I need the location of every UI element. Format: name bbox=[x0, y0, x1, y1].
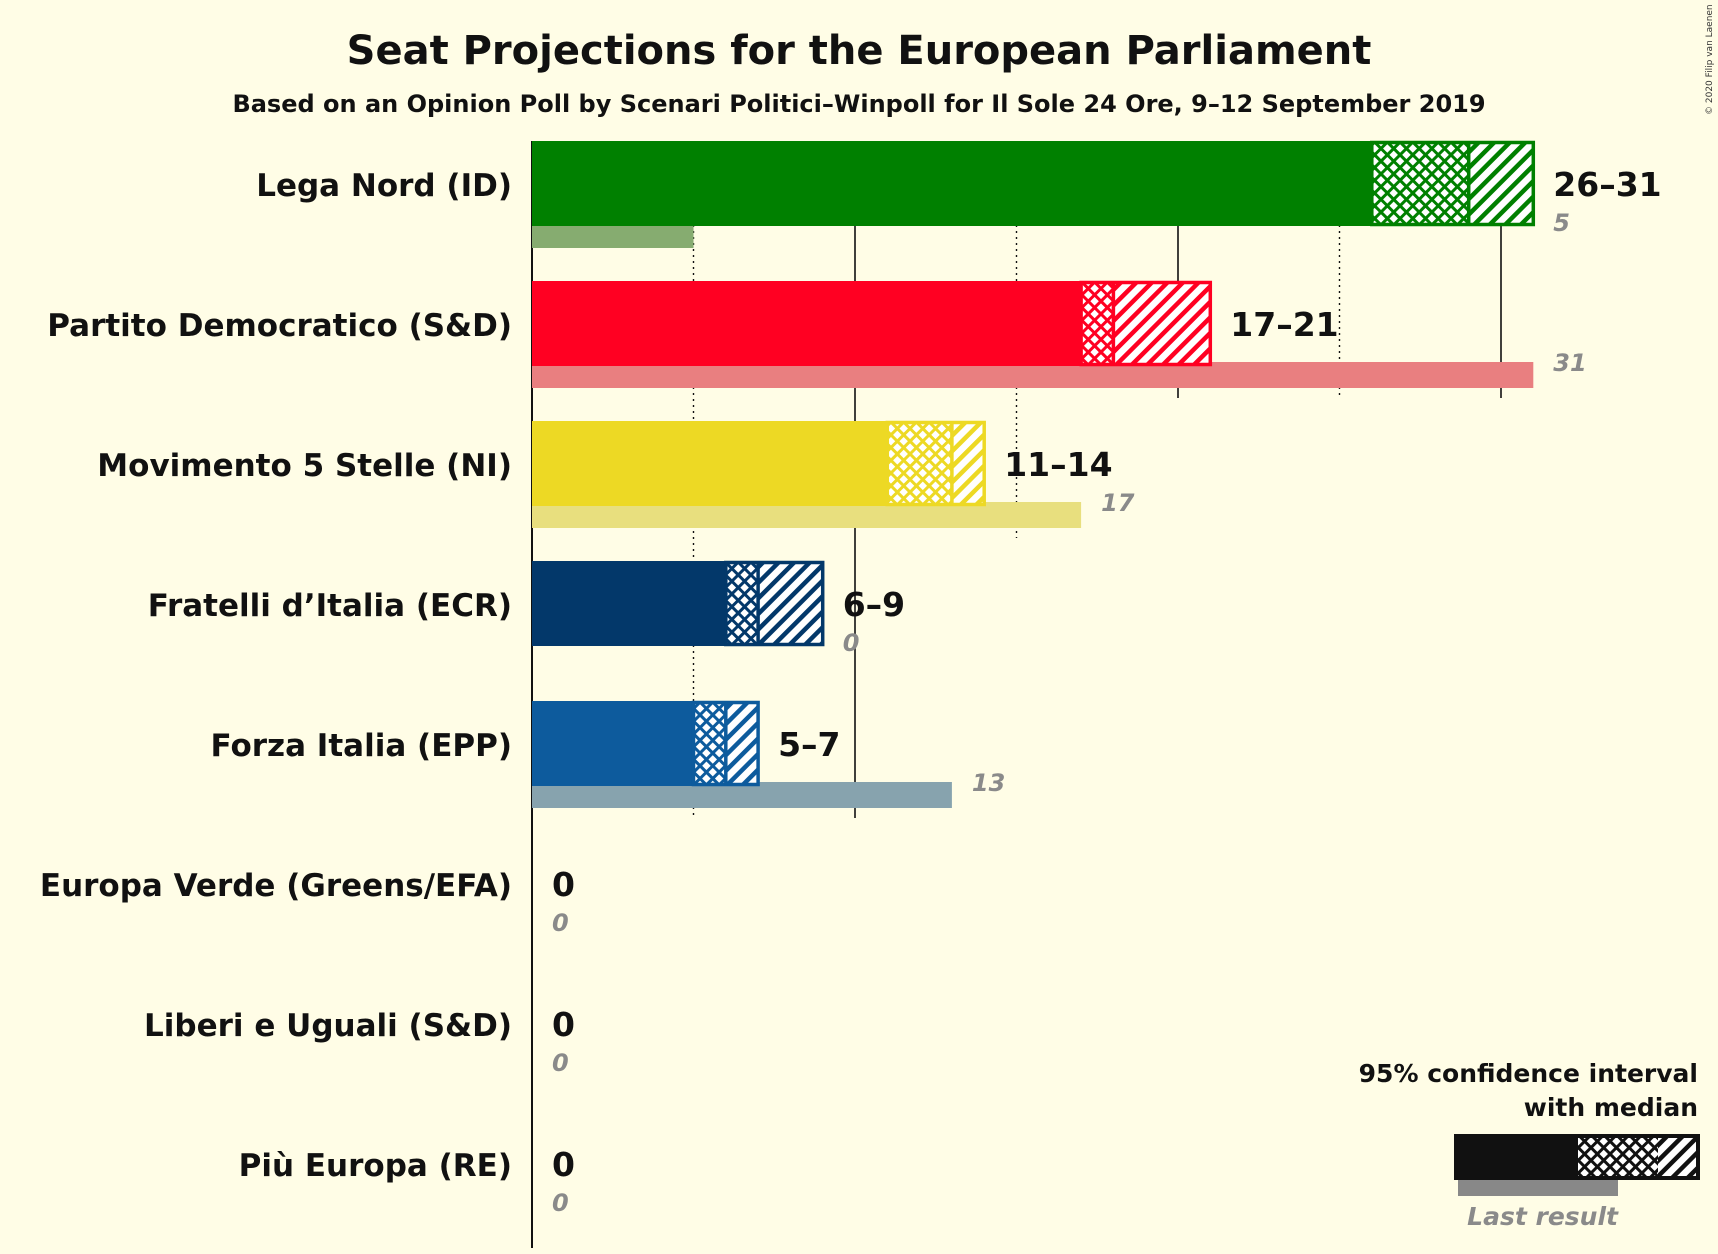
party-row: Più Europa (RE) 0 0 bbox=[239, 1145, 575, 1217]
last-result-bar bbox=[532, 502, 1082, 528]
party-label: Forza Italia (EPP) bbox=[211, 728, 512, 764]
party-row: Liberi e Uguali (S&D) 0 0 bbox=[144, 1005, 575, 1077]
legend-solid-bar bbox=[1456, 1136, 1576, 1178]
projection-interval-frame bbox=[1370, 140, 1536, 227]
last-result-label: 0 bbox=[552, 1049, 569, 1077]
party-label: Europa Verde (Greens/EFA) bbox=[40, 868, 512, 904]
party-row: Partito Democratico (S&D) 17–21 31 bbox=[47, 280, 1587, 388]
legend-median-crosshatch bbox=[1576, 1136, 1658, 1178]
legend-line1: 95% confidence interval bbox=[1359, 1059, 1698, 1088]
party-bars: Lega Nord (ID) 26–31 5 Partito Democratico … bbox=[40, 140, 1662, 1217]
projection-interval-frame bbox=[724, 560, 825, 647]
projection-solid-bar bbox=[532, 141, 1372, 226]
copyright-note: © 2020 Filip van Laenen bbox=[1705, 4, 1715, 115]
last-result-bar bbox=[532, 222, 694, 248]
projection-solid-bar bbox=[532, 561, 726, 646]
chart-subtitle: Based on an Opinion Poll by Scenari Poli… bbox=[232, 90, 1485, 118]
projection-lower-interval bbox=[725, 561, 759, 646]
legend-line2: with median bbox=[1524, 1093, 1698, 1122]
last-result-label: 5 bbox=[1553, 209, 1570, 237]
projection-solid-bar bbox=[532, 281, 1082, 366]
party-row: Lega Nord (ID) 26–31 5 bbox=[256, 140, 1662, 248]
seat-range-label: 11–14 bbox=[1004, 445, 1112, 484]
projection-upper-interval bbox=[1468, 141, 1534, 226]
party-row: Forza Italia (EPP) 5–7 13 bbox=[211, 700, 1005, 808]
legend-last-result-label: Last result bbox=[1467, 1202, 1619, 1231]
party-label: Liberi e Uguali (S&D) bbox=[144, 1008, 512, 1044]
seat-range-label: 0 bbox=[552, 1145, 575, 1184]
party-row: Movimento 5 Stelle (NI) 11–14 17 bbox=[97, 420, 1135, 528]
projection-lower-interval bbox=[887, 421, 952, 506]
seat-range-label: 17–21 bbox=[1230, 305, 1338, 344]
projection-upper-interval bbox=[725, 701, 759, 786]
projection-lower-interval bbox=[1081, 281, 1114, 366]
chart-title: Seat Projections for the European Parlia… bbox=[347, 28, 1372, 74]
last-result-label: 17 bbox=[1101, 489, 1135, 517]
party-label: Movimento 5 Stelle (NI) bbox=[97, 448, 512, 484]
projection-solid-bar bbox=[532, 701, 694, 786]
last-result-bar bbox=[532, 782, 952, 808]
seat-range-label: 26–31 bbox=[1553, 165, 1661, 204]
seat-range-label: 6–9 bbox=[843, 585, 905, 624]
projection-interval-frame bbox=[885, 420, 986, 507]
party-label: Più Europa (RE) bbox=[239, 1148, 512, 1184]
projection-upper-interval bbox=[1113, 281, 1211, 366]
seat-range-label: 0 bbox=[552, 865, 575, 904]
projection-upper-interval bbox=[758, 561, 823, 646]
last-result-label: 31 bbox=[1553, 349, 1586, 377]
seat-range-label: 0 bbox=[552, 1005, 575, 1044]
last-result-label: 0 bbox=[552, 909, 569, 937]
party-label: Partito Democratico (S&D) bbox=[47, 308, 512, 344]
legend: 95% confidence interval with median Last… bbox=[1359, 1059, 1700, 1231]
projection-upper-interval bbox=[951, 421, 985, 506]
legend-upper-diagonal bbox=[1658, 1136, 1698, 1178]
projection-solid-bar bbox=[532, 421, 888, 506]
projection-lower-interval bbox=[693, 701, 726, 786]
last-result-label: 13 bbox=[972, 769, 1005, 797]
projection-interval-frame bbox=[1079, 280, 1213, 367]
projection-lower-interval bbox=[1371, 141, 1469, 226]
last-result-bar bbox=[532, 362, 1534, 388]
party-label: Lega Nord (ID) bbox=[256, 168, 512, 204]
last-result-label: 0 bbox=[843, 629, 860, 657]
seat-range-label: 5–7 bbox=[778, 725, 840, 764]
last-result-label: 0 bbox=[552, 1189, 569, 1217]
party-row: Europa Verde (Greens/EFA) 0 0 bbox=[40, 865, 575, 937]
party-label: Fratelli d’Italia (ECR) bbox=[148, 588, 512, 624]
party-row: Fratelli d’Italia (ECR) 6–9 0 bbox=[148, 560, 905, 657]
